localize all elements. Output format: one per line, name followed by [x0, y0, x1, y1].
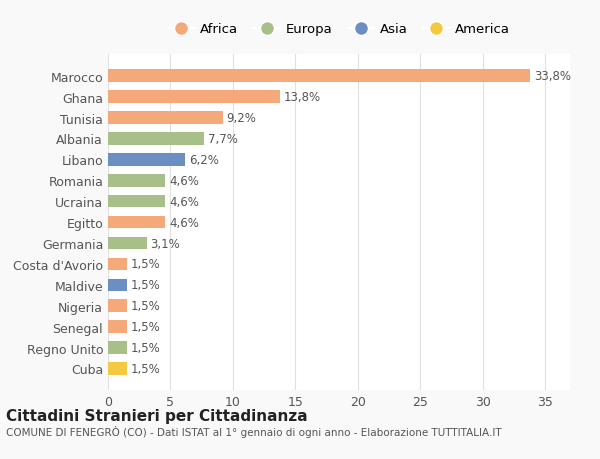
Bar	[108, 216, 166, 229]
Bar	[108, 196, 166, 208]
Legend: Africa, Europa, Asia, America: Africa, Europa, Asia, America	[163, 18, 515, 42]
Text: 33,8%: 33,8%	[534, 70, 571, 83]
Bar	[108, 237, 147, 250]
Bar	[108, 91, 280, 104]
Text: 7,7%: 7,7%	[208, 133, 238, 146]
Bar	[108, 363, 127, 375]
Text: 9,2%: 9,2%	[227, 112, 256, 125]
Text: 6,2%: 6,2%	[189, 154, 219, 167]
Bar	[108, 154, 185, 166]
Text: 1,5%: 1,5%	[130, 300, 160, 313]
Text: COMUNE DI FENEGRÒ (CO) - Dati ISTAT al 1° gennaio di ogni anno - Elaborazione TU: COMUNE DI FENEGRÒ (CO) - Dati ISTAT al 1…	[6, 425, 502, 437]
Text: 1,5%: 1,5%	[130, 258, 160, 271]
Text: 1,5%: 1,5%	[130, 279, 160, 291]
Bar	[108, 279, 127, 291]
Text: 4,6%: 4,6%	[169, 174, 199, 187]
Bar	[108, 133, 204, 146]
Bar	[108, 258, 127, 271]
Text: 3,1%: 3,1%	[151, 237, 180, 250]
Bar	[108, 174, 166, 187]
Text: 4,6%: 4,6%	[169, 216, 199, 229]
Bar	[108, 70, 530, 83]
Bar	[108, 321, 127, 333]
Bar	[108, 341, 127, 354]
Text: 1,5%: 1,5%	[130, 341, 160, 354]
Bar	[108, 300, 127, 312]
Text: 4,6%: 4,6%	[169, 195, 199, 208]
Text: 13,8%: 13,8%	[284, 91, 321, 104]
Text: Cittadini Stranieri per Cittadinanza: Cittadini Stranieri per Cittadinanza	[6, 408, 308, 423]
Bar	[108, 112, 223, 124]
Text: 1,5%: 1,5%	[130, 362, 160, 375]
Text: 1,5%: 1,5%	[130, 320, 160, 333]
